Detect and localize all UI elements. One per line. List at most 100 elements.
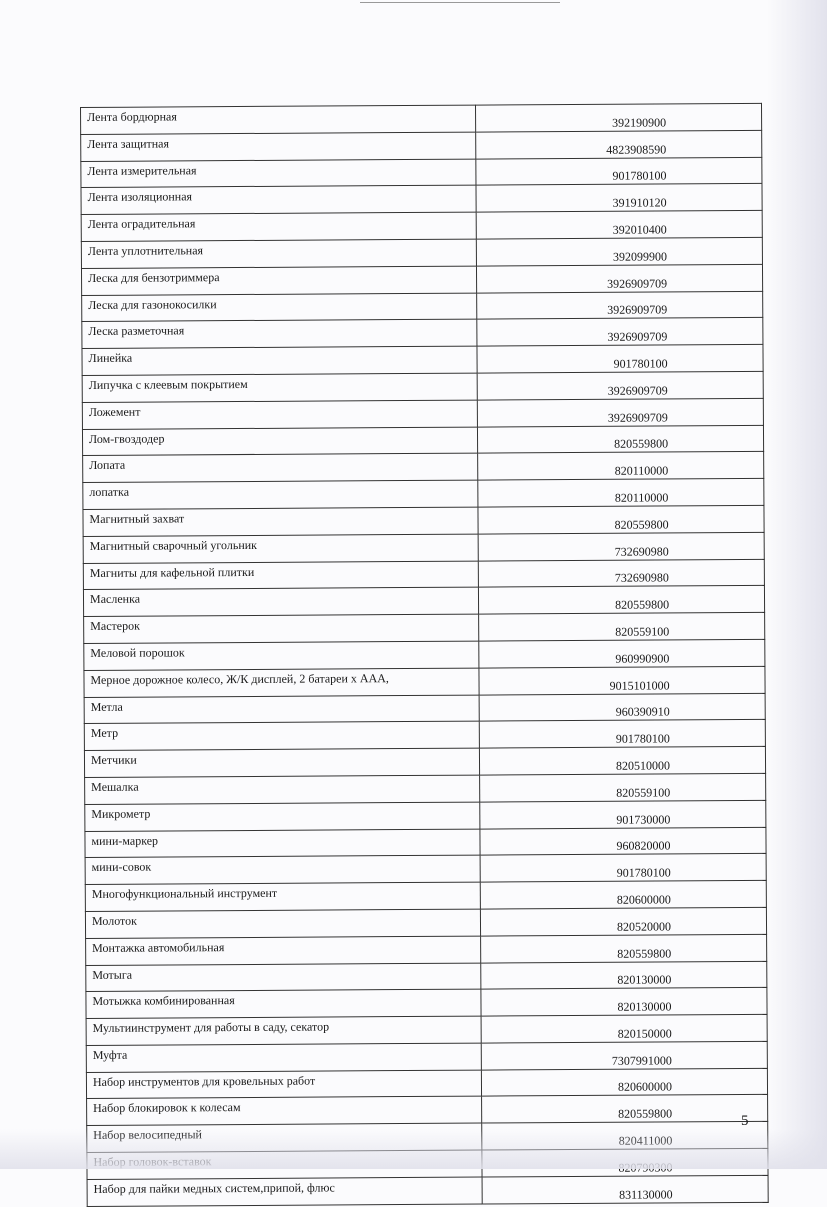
table-row: Лопата 820110000	[82, 451, 764, 483]
table-row: Ложемент 3926909709	[82, 398, 764, 430]
table-row: Масленка 820559800	[83, 585, 765, 617]
item-name: Лента измерительная	[80, 158, 476, 188]
item-code: 960990900	[478, 639, 765, 668]
table-row: Метр 901780100	[84, 719, 766, 751]
item-name: Набор инструментов для кровельных работ	[86, 1069, 482, 1099]
item-code: 960820000	[479, 826, 767, 856]
table-row: Липучка с клеевым покрытием 3926909709	[82, 371, 764, 403]
item-code: 7307991000	[481, 1041, 768, 1070]
item-name: Магнитный сварочный угольник	[83, 533, 479, 564]
item-code: 820559800	[481, 1094, 768, 1124]
table-row: Многофункциональный инструмент 820600000	[85, 880, 767, 912]
table-row: Магниты для кафельной плитки 732690980	[83, 558, 765, 590]
item-name: Меловой порошок	[83, 641, 479, 671]
item-name: Мастерок	[83, 614, 479, 644]
table-row: Магнитный захват 820559800	[82, 505, 765, 537]
table-row: Набор для пайки медных систем,припой, фл…	[87, 1175, 769, 1207]
table-row: Монтажка автомобильная 820559800	[85, 934, 767, 965]
table-row: мини-совок 901780100	[85, 853, 767, 885]
table-row: Мультиинструмент для работы в саду, сека…	[86, 1014, 768, 1046]
scan-artifact-line	[360, 2, 560, 3]
table-row: Лента оградительная 392010400	[81, 210, 763, 242]
item-code: 960390910	[479, 692, 766, 722]
item-code: 820520000	[480, 907, 767, 936]
item-code: 831130000	[482, 1175, 769, 1204]
item-code: 732690980	[478, 532, 765, 561]
item-name: Лента оградительная	[81, 212, 477, 242]
table-row: Микрометр 901730000	[84, 800, 766, 831]
item-name: Набор блокировок к колесам	[86, 1096, 482, 1126]
item-name: мини-совок	[85, 855, 481, 885]
item-code: 901730000	[479, 800, 766, 829]
table-row: Линейка 901780100	[81, 344, 764, 376]
item-name: Мерное дорожное колесо, Ж/К дисплей, 2 б…	[83, 667, 480, 698]
scan-shadow	[767, 0, 827, 1169]
page-number: 5	[741, 1113, 749, 1129]
table-row: Набор инструментов для кровельных работ 8…	[86, 1068, 768, 1099]
item-name: Лом-гвоздодер	[82, 426, 478, 456]
item-name: Лента бордюрная	[80, 105, 476, 135]
item-name: Лента изоляционная	[80, 185, 477, 215]
item-name: Лента защитная	[80, 131, 476, 162]
item-name: Мультиинструмент для работы в саду, сека…	[86, 1016, 482, 1046]
item-name: Леска разметочная	[81, 319, 477, 349]
item-code: 392010400	[476, 210, 763, 240]
item-code: 901780100	[479, 719, 766, 749]
item-code: 9015101000	[478, 666, 766, 695]
item-code: 820600000	[480, 880, 767, 909]
table-row: Леска разметочная 3926909709	[81, 317, 763, 349]
item-name: Лопата	[82, 453, 478, 483]
table-row: Мотыга 820130000	[85, 960, 767, 992]
item-code: 732690980	[478, 558, 765, 588]
item-name: Магниты для кафельной плитки	[83, 560, 479, 590]
item-name: Мешалка	[84, 774, 480, 805]
item-code: 392099900	[476, 237, 763, 266]
item-code: 820110000	[477, 451, 764, 481]
item-code: 820510000	[479, 746, 766, 775]
item-code: 820559800	[478, 585, 765, 615]
item-name: Монтажка автомобильная	[85, 935, 481, 965]
table-row: Мастерок 820559100	[83, 612, 765, 644]
table-row: Лом-гвоздодер 820559800	[82, 424, 764, 456]
item-name: Леска для бензотриммера	[81, 265, 477, 296]
item-name: Метчики	[84, 748, 480, 778]
item-name: Магнитный захват	[82, 507, 479, 537]
item-name: лопатка	[82, 480, 478, 510]
item-code: 820559100	[478, 612, 765, 642]
table-row: Мерное дорожное колесо, Ж/К дисплей, 2 б…	[83, 666, 766, 698]
item-name: Линейка	[81, 346, 478, 376]
item-code: 820559800	[477, 505, 765, 534]
item-code: 820559800	[480, 934, 767, 963]
item-name: Набор для пайки медных систем,припой, фл…	[87, 1176, 483, 1207]
item-name: Леска для газонокосилки	[81, 292, 477, 322]
item-name: Масленка	[83, 587, 479, 617]
table-row: Магнитный сварочный угольник 732690980	[83, 532, 765, 564]
table-row: Муфта 7307991000	[86, 1041, 768, 1073]
table-row: Меловой порошок 960990900	[83, 639, 765, 671]
item-code: 901780100	[475, 156, 762, 186]
item-code: 820600000	[481, 1068, 768, 1097]
item-name: Муфта	[86, 1042, 482, 1073]
table-row: Леска для бензотриммера 3926909709	[81, 264, 763, 296]
item-name: Многофункциональный инструмент	[85, 882, 481, 912]
table-row: Метла 960390910	[84, 692, 766, 724]
item-code: 901780100	[480, 853, 767, 883]
table-row: Набор блокировок к колесам 820559800	[86, 1094, 768, 1126]
item-code: 901780100	[476, 344, 764, 374]
table-row: Лента защитная 4823908590	[80, 130, 762, 162]
item-code: 3926909709	[477, 398, 764, 427]
item-name: Микрометр	[84, 801, 480, 831]
item-code: 3926909709	[476, 317, 763, 347]
item-code: 820110000	[477, 478, 764, 508]
item-name: Лента уплотнительная	[81, 239, 477, 269]
item-name: Ложемент	[82, 399, 478, 430]
item-code: 820559100	[479, 773, 766, 802]
item-name: Мотыжка комбинированная	[85, 989, 482, 1019]
table-row: Молоток 820520000	[85, 907, 767, 939]
table-row: Лента бордюрная 392190900	[80, 103, 762, 135]
item-name: Метр	[84, 721, 480, 751]
goods-code-table: Лента бордюрная 392190900 Лента защитная 48…	[80, 103, 769, 1207]
item-code: 820130000	[480, 960, 767, 990]
table-row: лопатка 820110000	[82, 478, 764, 510]
item-name: Мотыга	[85, 962, 481, 992]
